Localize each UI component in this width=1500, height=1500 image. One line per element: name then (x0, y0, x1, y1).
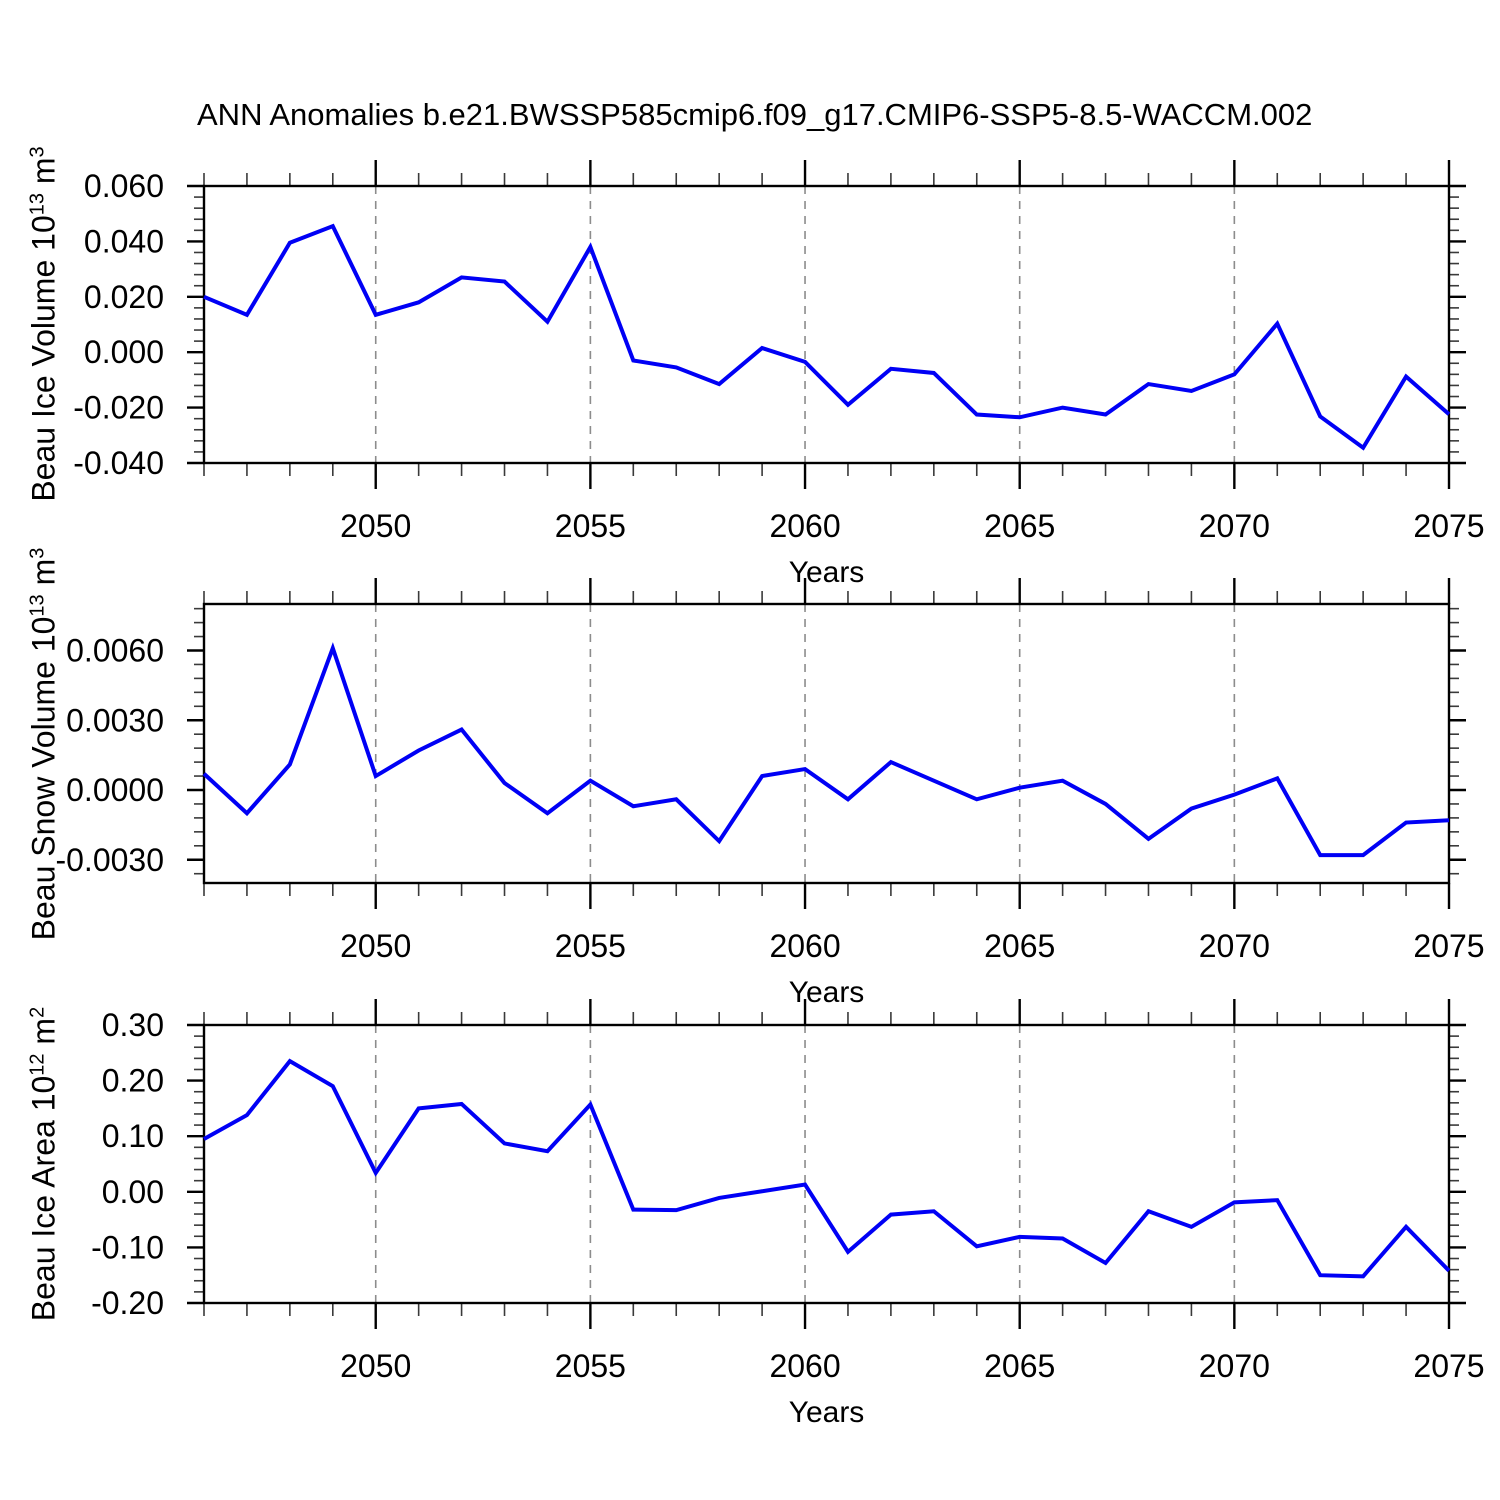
x-tick-label: 2065 (984, 1348, 1055, 1384)
x-tick-label: 2065 (984, 508, 1055, 544)
y-tick-label: -0.040 (73, 445, 164, 481)
x-tick-label: 2070 (1199, 1348, 1270, 1384)
y-tick-label: 0.0000 (66, 772, 164, 808)
y-tick-label: 0.10 (102, 1118, 164, 1154)
x-tick-label: 2050 (340, 508, 411, 544)
y-tick-label: 0.20 (102, 1063, 164, 1099)
x-tick-label: 2075 (1413, 1348, 1484, 1384)
x-axis-title: Years (789, 976, 865, 1009)
x-tick-label: 2050 (340, 1348, 411, 1384)
y-tick-label: 0.020 (84, 279, 164, 315)
y-tick-label: 0.040 (84, 223, 164, 259)
y-tick-label: 0.060 (84, 168, 164, 204)
x-axis-title: Years (789, 556, 865, 589)
x-tick-label: 2055 (555, 928, 626, 964)
x-tick-label: 2070 (1199, 928, 1270, 964)
plot-title: ANN Anomalies b.e21.BWSSP585cmip6.f09_g1… (197, 97, 1313, 132)
y-tick-label: 0.0060 (66, 633, 164, 669)
x-tick-label: 2060 (769, 508, 840, 544)
plot-frame (202, 184, 1451, 465)
x-tick-label: 2055 (555, 1348, 626, 1384)
x-tick-label: 2050 (340, 928, 411, 964)
x-tick-label: 2070 (1199, 508, 1270, 544)
y-tick-label: 0.0030 (66, 702, 164, 738)
beau-snow-volume-panel: 0.0060 0.0030 0.0000 -0.0030 2050 2055 2060 206… (55, 578, 1485, 1009)
y-tick-label: 0.00 (102, 1174, 164, 1210)
beau-ice-area-line (203, 1058, 1451, 1279)
plot-frame (202, 602, 1451, 885)
plot-frame (202, 1023, 1451, 1305)
y-tick-label: 0.000 (84, 334, 164, 370)
y-tick-label: -0.10 (91, 1229, 164, 1265)
y-tick-label: 0.30 (102, 1007, 164, 1043)
x-tick-label: 2075 (1413, 928, 1484, 964)
x-tick-label: 2055 (555, 508, 626, 544)
beau-ice-area-panel: 0.30 0.20 0.10 0.00 -0.10 -0.20 2050 2055 2060 20… (91, 999, 1485, 1429)
y-tick-label: -0.020 (73, 390, 164, 426)
beau-ice-volume-line (203, 223, 1451, 451)
x-tick-label: 2060 (769, 928, 840, 964)
y-tick-label: -0.20 (91, 1285, 164, 1321)
x-tick-label: 2065 (984, 928, 1055, 964)
beau-snow-volume-line (202, 642, 1450, 858)
x-tick-label: 2075 (1413, 508, 1484, 544)
beau-ice-volume-panel: 0.060 0.040 0.020 0.000 -0.020 -0.040 2050 2055… (73, 160, 1485, 589)
x-tick-label: 2060 (769, 1348, 840, 1384)
x-axis-title: Years (789, 1396, 865, 1429)
y-tick-label: -0.0030 (55, 842, 164, 878)
